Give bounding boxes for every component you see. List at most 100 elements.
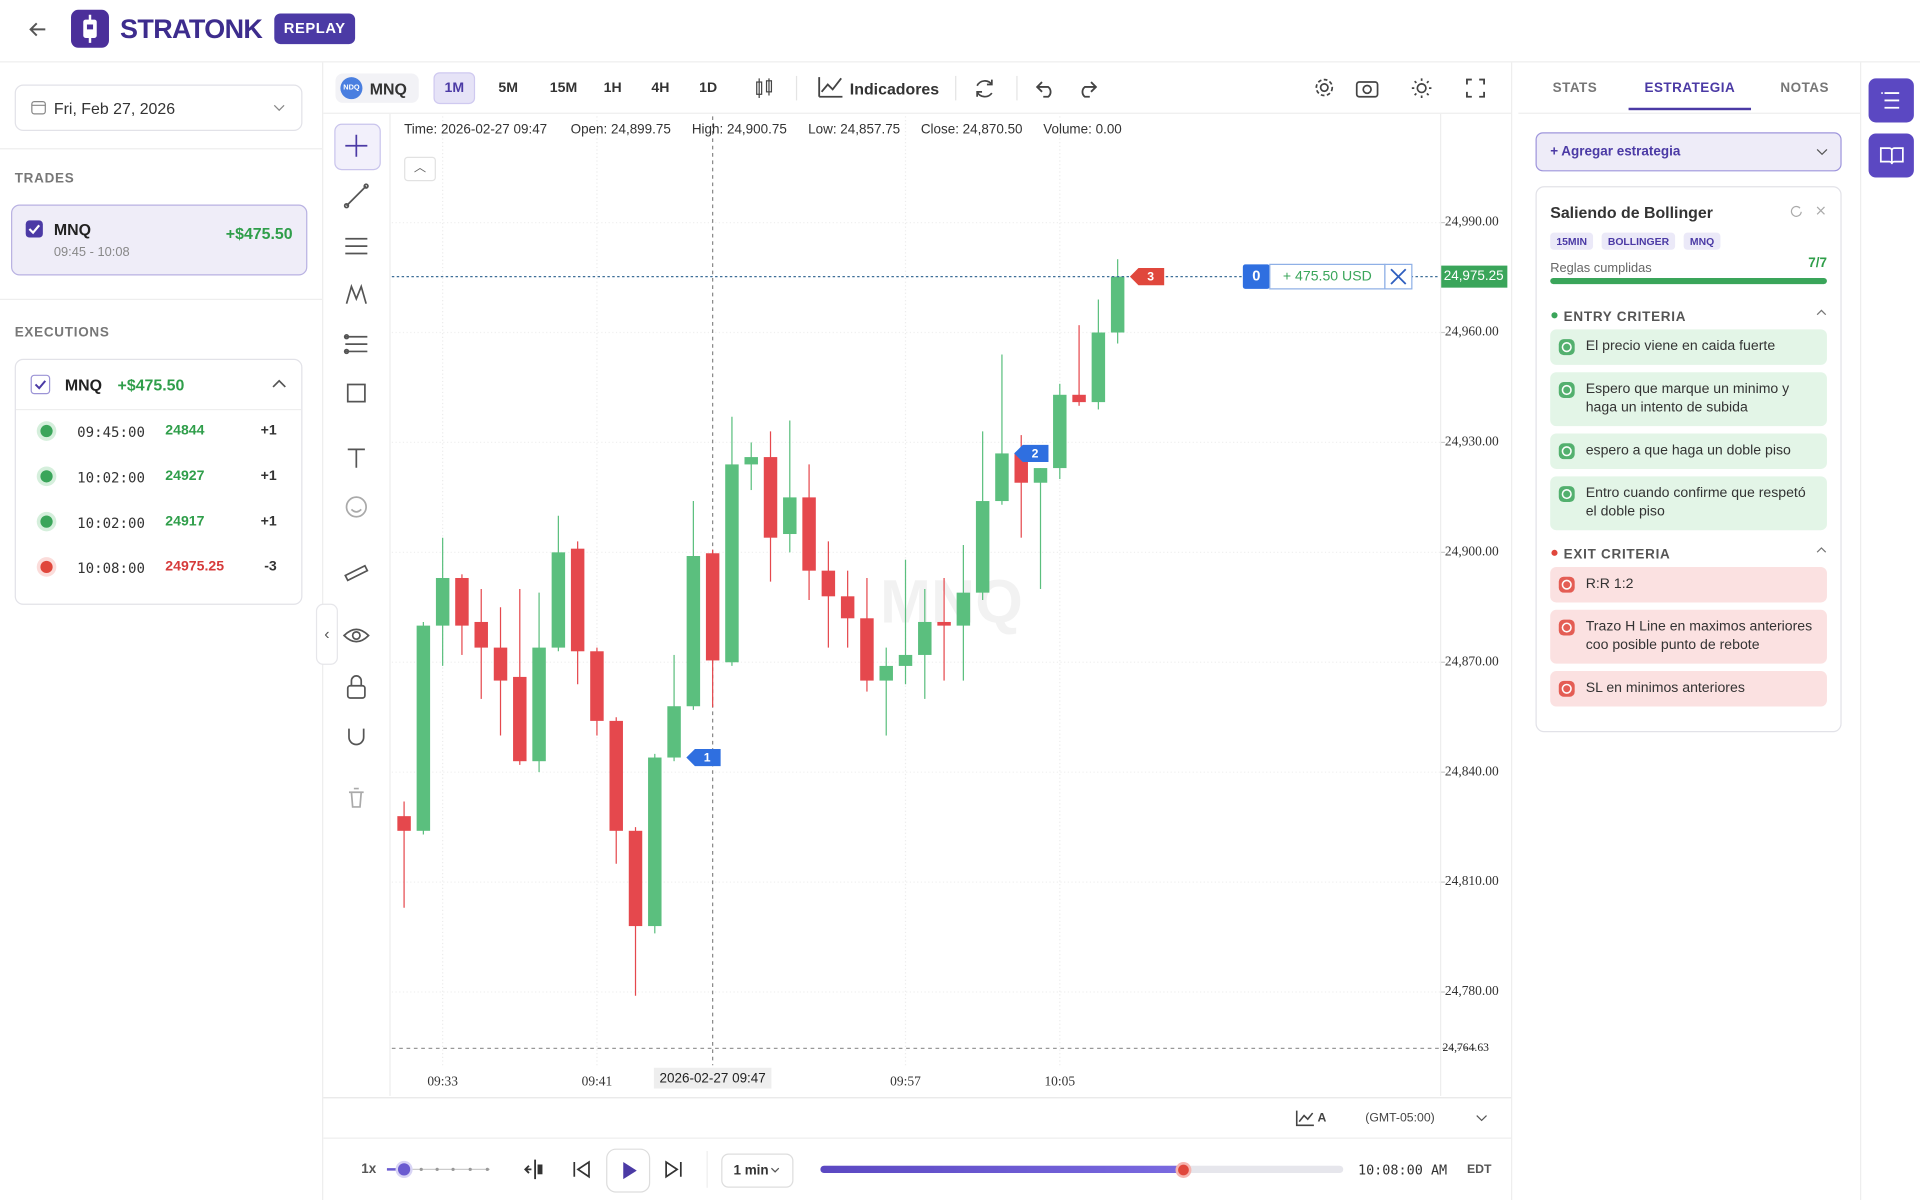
timeframe[interactable]: 1D (699, 80, 718, 96)
x-tick-label: 09:57 (890, 1074, 921, 1089)
close-position[interactable] (1384, 263, 1413, 290)
fib-tool[interactable] (343, 334, 368, 355)
timeframe[interactable]: 4H (651, 80, 670, 96)
divider (1511, 62, 1513, 1200)
chart-type-button[interactable] (753, 77, 775, 99)
candle-body (898, 654, 913, 666)
text-tool[interactable] (347, 448, 365, 468)
last-price-label: 24,975.25 (1444, 268, 1504, 283)
refresh-button[interactable] (973, 77, 995, 99)
settings-button[interactable] (1314, 77, 1335, 98)
auto-scale[interactable]: A (1317, 1111, 1327, 1126)
book-button[interactable] (1868, 133, 1914, 178)
entry-header[interactable]: ENTRY CRITERIA (1550, 305, 1827, 324)
candle-body (821, 570, 836, 597)
step-forward-button[interactable] (664, 1160, 684, 1180)
criterion: Entro cuando confirme que respetó el dob… (1550, 476, 1827, 531)
y-tick-label: 24,960.00 (1445, 324, 1499, 339)
list-button[interactable] (1868, 78, 1914, 123)
interval-select[interactable]: 1 min (721, 1153, 794, 1188)
tab[interactable]: ESTRATEGIA (1628, 71, 1752, 111)
execution-time: 10:02:00 (77, 468, 145, 487)
candle-body (648, 757, 662, 927)
timeframe[interactable]: 1H (603, 80, 622, 96)
reset-button[interactable] (1790, 205, 1802, 217)
trade-card[interactable]: MNQ +$475.50 09:45 - 10:08 (11, 204, 308, 276)
timezone-dropdown[interactable] (1476, 1113, 1488, 1123)
visibility-tool[interactable] (342, 628, 370, 643)
back-button[interactable] (27, 18, 49, 40)
undo-button[interactable] (1035, 78, 1057, 98)
exit-header[interactable]: EXIT CRITERIA (1550, 542, 1827, 562)
execution-dot (40, 470, 53, 483)
speed-slider[interactable] (384, 1158, 494, 1180)
rect-tool[interactable] (346, 383, 366, 403)
timeframe[interactable]: 1M (433, 72, 476, 105)
screenshot-button[interactable] (1355, 78, 1379, 98)
magnet-tool[interactable] (348, 728, 365, 746)
pattern-tool[interactable] (345, 283, 367, 304)
candle-body (763, 457, 778, 538)
divider (1518, 112, 1860, 114)
symbol-selector[interactable]: NDQ MNQ (335, 73, 419, 103)
add-strategy-label: + Agregar estrategia (1550, 144, 1681, 160)
candle-body (744, 457, 758, 465)
hlines-tool[interactable] (345, 237, 368, 255)
jump-button[interactable] (523, 1158, 547, 1180)
candle-body (686, 556, 701, 707)
timeframe[interactable]: 5M (498, 80, 518, 96)
date-picker[interactable]: Fri, Feb 27, 2026 (14, 84, 303, 132)
checkbox[interactable] (30, 374, 51, 395)
candle-body (590, 651, 604, 721)
collapse-legend[interactable]: ︿ (404, 156, 436, 182)
play-button[interactable] (606, 1148, 651, 1193)
tab[interactable]: STATS (1552, 80, 1598, 96)
tool-active[interactable] (334, 123, 381, 171)
timeframe[interactable]: 15M (549, 80, 578, 96)
indicators-icon (818, 77, 843, 98)
line-tool[interactable] (343, 183, 369, 209)
ruler-tool[interactable] (344, 564, 369, 582)
fullscreen-button[interactable] (1466, 78, 1486, 98)
criterion-text: Espero que marque un minimo y haga un in… (1585, 382, 1790, 416)
exit-list: R:R 1:2 Trazo H Line en maximos anteriore… (1550, 566, 1827, 707)
rules-label: Reglas cumplidas (1550, 260, 1652, 276)
execution-marker-label: 2 (1032, 446, 1039, 460)
top-bar (0, 0, 1920, 63)
step-back-button[interactable] (572, 1160, 592, 1180)
indicators-button[interactable]: Indicadores (849, 79, 940, 98)
execution-qty: +1 (260, 423, 277, 439)
status-dot (1551, 549, 1558, 556)
trade-time: 09:45 - 10:08 (53, 244, 130, 260)
add-strategy[interactable]: + Agregar estrategia (1535, 132, 1842, 172)
crosshair-tool[interactable] (345, 134, 368, 157)
symbol: MNQ (369, 79, 407, 98)
execution-qty: +1 (260, 468, 277, 484)
candle-body (493, 647, 508, 681)
close-icon (1390, 268, 1407, 285)
close-button[interactable] (1816, 206, 1825, 215)
price-axis-border (1440, 113, 1442, 1096)
execution-dot (40, 424, 53, 438)
last-price-bg (1440, 265, 1508, 288)
criterion-text: El precio viene en caida fuerte (1585, 339, 1776, 354)
y-tick-label: 24,780.00 (1445, 983, 1499, 998)
lock-tool[interactable] (346, 675, 366, 699)
theme-button[interactable] (1411, 77, 1433, 99)
check-icon (1558, 382, 1575, 398)
ohlc-info: Close: 24,870.50 (921, 121, 1023, 136)
tab[interactable]: NOTAS (1780, 80, 1830, 96)
candle-body (1033, 468, 1048, 483)
candle-body (783, 497, 797, 535)
progress-handle[interactable] (1175, 1162, 1192, 1178)
checkbox[interactable] (25, 220, 43, 238)
collapse-button[interactable] (272, 378, 287, 390)
redo-button[interactable] (1076, 78, 1098, 98)
emoji-tool[interactable] (345, 496, 367, 518)
delete-tool[interactable] (348, 787, 364, 808)
watermark: MNQ (880, 567, 1023, 635)
collapse-sidebar[interactable]: ‹ (315, 603, 338, 665)
timezone[interactable]: (GMT-05:00) (1365, 1111, 1435, 1126)
